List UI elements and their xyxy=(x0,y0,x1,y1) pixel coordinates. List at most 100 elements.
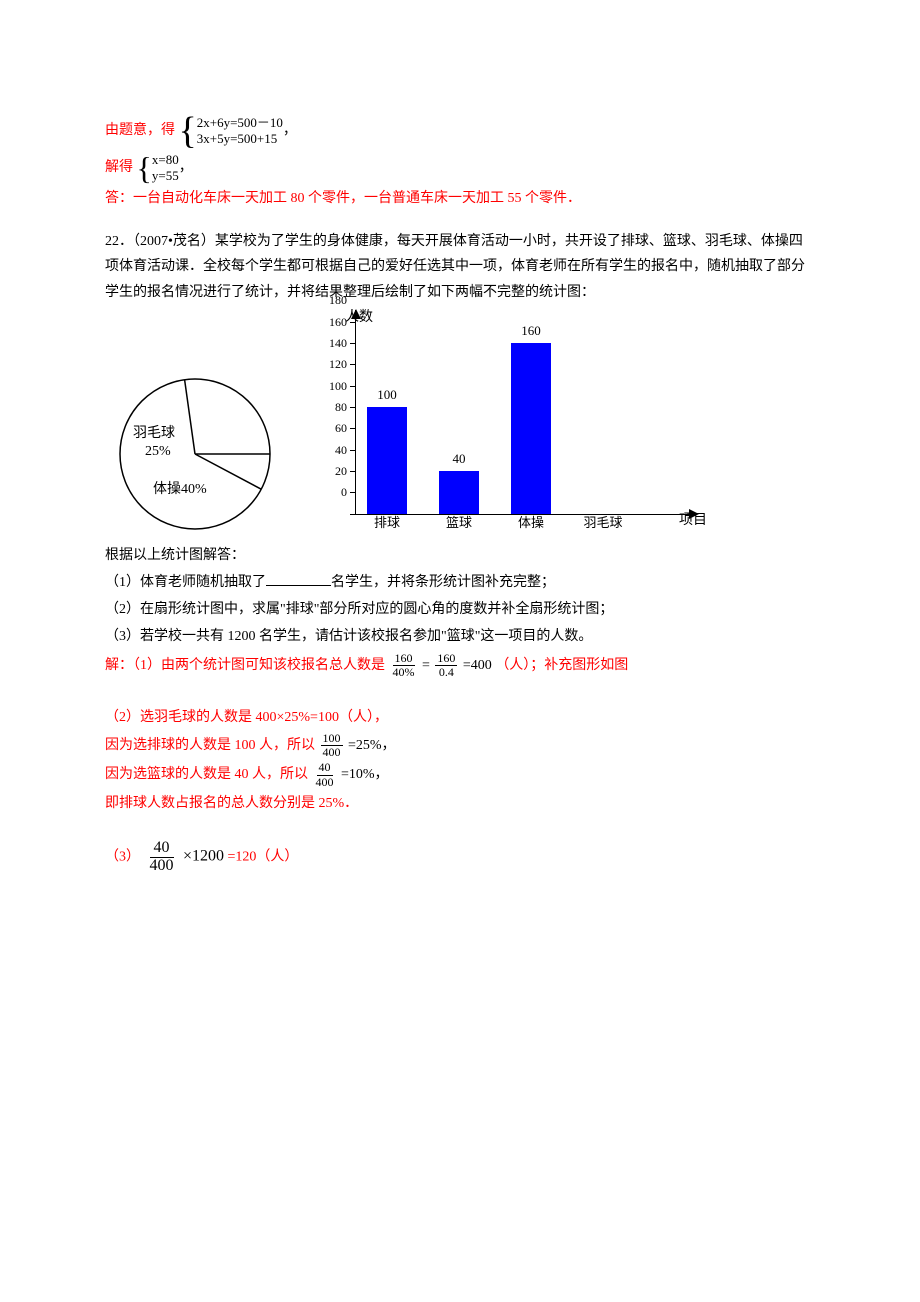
frac-den: 400 xyxy=(321,746,343,759)
tick-label: 100 xyxy=(319,376,347,398)
pie-label-gym: 体操40% xyxy=(153,477,207,502)
x-category-label: 羽毛球 xyxy=(583,511,622,534)
tick-label: 80 xyxy=(319,397,347,419)
q21-answer: 答：一台自动化车床一天加工 80 个零件，一台普通车床一天加工 55 个零件． xyxy=(105,186,815,211)
comma: ， xyxy=(179,160,193,175)
tick-label: 60 xyxy=(319,418,347,440)
ans2c-post: =10%， xyxy=(341,767,389,782)
frac3: 100400 xyxy=(321,732,343,759)
frac-den: 400 xyxy=(146,858,178,875)
q22-ans2c: 因为选篮球的人数是 40 人，所以 40400 =10%， xyxy=(105,761,815,788)
tick xyxy=(350,407,355,408)
frac-num: 40 xyxy=(317,761,333,775)
q22-sub3: （3）若学校一共有 1200 名学生，请估计该校报名参加"篮球"这一项目的人数。 xyxy=(105,624,815,649)
charts-row: 羽毛球 25% 体操40% 人数 项目 02040608010012014016… xyxy=(105,309,815,539)
tick xyxy=(350,322,355,323)
bar-chart: 人数 项目 020406080100120140160180 100排球40篮球… xyxy=(297,309,707,539)
bar xyxy=(511,343,551,514)
arrow-right-icon xyxy=(689,509,699,519)
tick-label: 20 xyxy=(319,461,347,483)
frac-num: 40 xyxy=(150,840,174,858)
sol1: x=80 xyxy=(152,152,179,168)
tick-label: 40 xyxy=(319,440,347,462)
tick xyxy=(350,492,355,493)
answer-text: 一台自动化车床一天加工 80 个零件，一台普通车床一天加工 55 个零件． xyxy=(133,191,581,206)
ans2c-pre: 因为选篮球的人数是 40 人，所以 xyxy=(105,767,308,782)
bar xyxy=(367,407,407,514)
eq-stack: 2x+6y=500－10 3x+5y=500+15 xyxy=(197,115,283,146)
brace-icon: { xyxy=(179,112,197,150)
q21-eq-system: { 2x+6y=500－10 3x+5y=500+15 xyxy=(179,112,283,150)
q22-sub1: （1）体育老师随机抽取了 名学生，并将条形统计图补充完整； xyxy=(105,570,815,595)
q22-ans2a: （2）选羽毛球的人数是 400×25%=100（人）， xyxy=(105,705,815,730)
ans1c: （人）；补充图形如图 xyxy=(495,657,628,672)
pie-chart: 羽毛球 25% 体操40% xyxy=(105,359,285,539)
tick-label: 120 xyxy=(319,354,347,376)
q22-stem: 22．（2007•茂名）某学校为了学生的身体健康，每天开展体育活动一小时，共开设… xyxy=(105,229,815,305)
frac-num: 160 xyxy=(435,652,457,666)
ans2b-pre: 因为选排球的人数是 100 人，所以 xyxy=(105,738,315,753)
blank-input[interactable] xyxy=(266,585,331,586)
ans3-pre: （3） xyxy=(105,850,140,865)
frac-den: 0.4 xyxy=(437,666,456,679)
solve-label: 解得 xyxy=(105,160,133,175)
ans1a: （1）由两个统计图可知该校报名总人数是 xyxy=(133,657,385,672)
brace-icon: { xyxy=(137,152,152,184)
bar-value-label: 40 xyxy=(453,447,466,470)
frac5: 40400 xyxy=(146,840,178,875)
answer-label: 答： xyxy=(105,191,133,206)
q21-eq-intro: 由题意，得 { 2x+6y=500－10 3x+5y=500+15 ， xyxy=(105,112,815,150)
frac-num: 100 xyxy=(321,732,343,746)
y-axis xyxy=(355,310,356,515)
eq1a: 2x+6y=500－10 xyxy=(197,115,283,131)
x-category-label: 排球 xyxy=(374,511,400,534)
bar-value-label: 160 xyxy=(521,319,541,342)
ans-label: 解： xyxy=(105,657,133,672)
eq400: =400 xyxy=(463,657,492,672)
ans2b-post: =25%， xyxy=(348,738,396,753)
tick xyxy=(350,364,355,365)
sub1b: 名学生，并将条形统计图补充完整； xyxy=(331,575,555,590)
comma: ， xyxy=(283,123,297,138)
tick xyxy=(350,343,355,344)
tick-label: 180 xyxy=(319,290,347,312)
q22-ans2b: 因为选排球的人数是 100 人，所以 100400 =25%， xyxy=(105,732,815,759)
q21-sol-system: { x=80 y=55 xyxy=(137,152,179,184)
tick xyxy=(350,428,355,429)
sub1a: （1）体育老师随机抽取了 xyxy=(105,575,266,590)
tick-label: 140 xyxy=(319,333,347,355)
q22-ans2d: 即排球人数占报名的总人数分别是 25%． xyxy=(105,791,815,816)
ans3-post: =120（人） xyxy=(228,850,299,865)
x-category-label: 篮球 xyxy=(446,511,472,534)
frac4: 40400 xyxy=(314,761,336,788)
tick-label: 0 xyxy=(319,482,347,504)
q22-ans3: （3） 40400 ×1200 =120（人） xyxy=(105,840,815,875)
frac-den: 400 xyxy=(314,776,336,789)
sol-stack: x=80 y=55 xyxy=(152,152,179,183)
q21-solve: 解得 { x=80 y=55 ， xyxy=(105,152,815,184)
eq: = xyxy=(422,657,430,672)
tick xyxy=(350,450,355,451)
eq1b: 3x+5y=500+15 xyxy=(197,131,283,147)
tick xyxy=(350,386,355,387)
tick xyxy=(350,514,355,515)
bar-value-label: 100 xyxy=(377,383,397,406)
q22-ans1: 解：（1）由两个统计图可知该校报名总人数是 16040% = 1600.4 =4… xyxy=(105,652,815,679)
tick-label: 160 xyxy=(319,312,347,334)
frac-num: 160 xyxy=(393,652,415,666)
arrow-up-icon xyxy=(351,309,361,319)
ans3-mid: ×1200 xyxy=(183,848,224,865)
pie-svg xyxy=(105,359,285,539)
frac1: 16040% xyxy=(391,652,417,679)
frac2: 1600.4 xyxy=(435,652,457,679)
sol2: y=55 xyxy=(152,168,179,184)
q22-after-charts: 根据以上统计图解答： xyxy=(105,543,815,568)
x-category-label: 体操 xyxy=(518,511,544,534)
q22-prefix: 22．（2007•茂名） xyxy=(105,234,215,249)
frac-den: 40% xyxy=(391,666,417,679)
q22-sub2: （2）在扇形统计图中，求属"排球"部分所对应的圆心角的度数并补全扇形统计图； xyxy=(105,597,815,622)
bar xyxy=(439,471,479,514)
tick xyxy=(350,471,355,472)
pie-label-badminton-pct: 25% xyxy=(145,439,171,464)
q21-intro-text: 由题意，得 xyxy=(105,123,175,138)
